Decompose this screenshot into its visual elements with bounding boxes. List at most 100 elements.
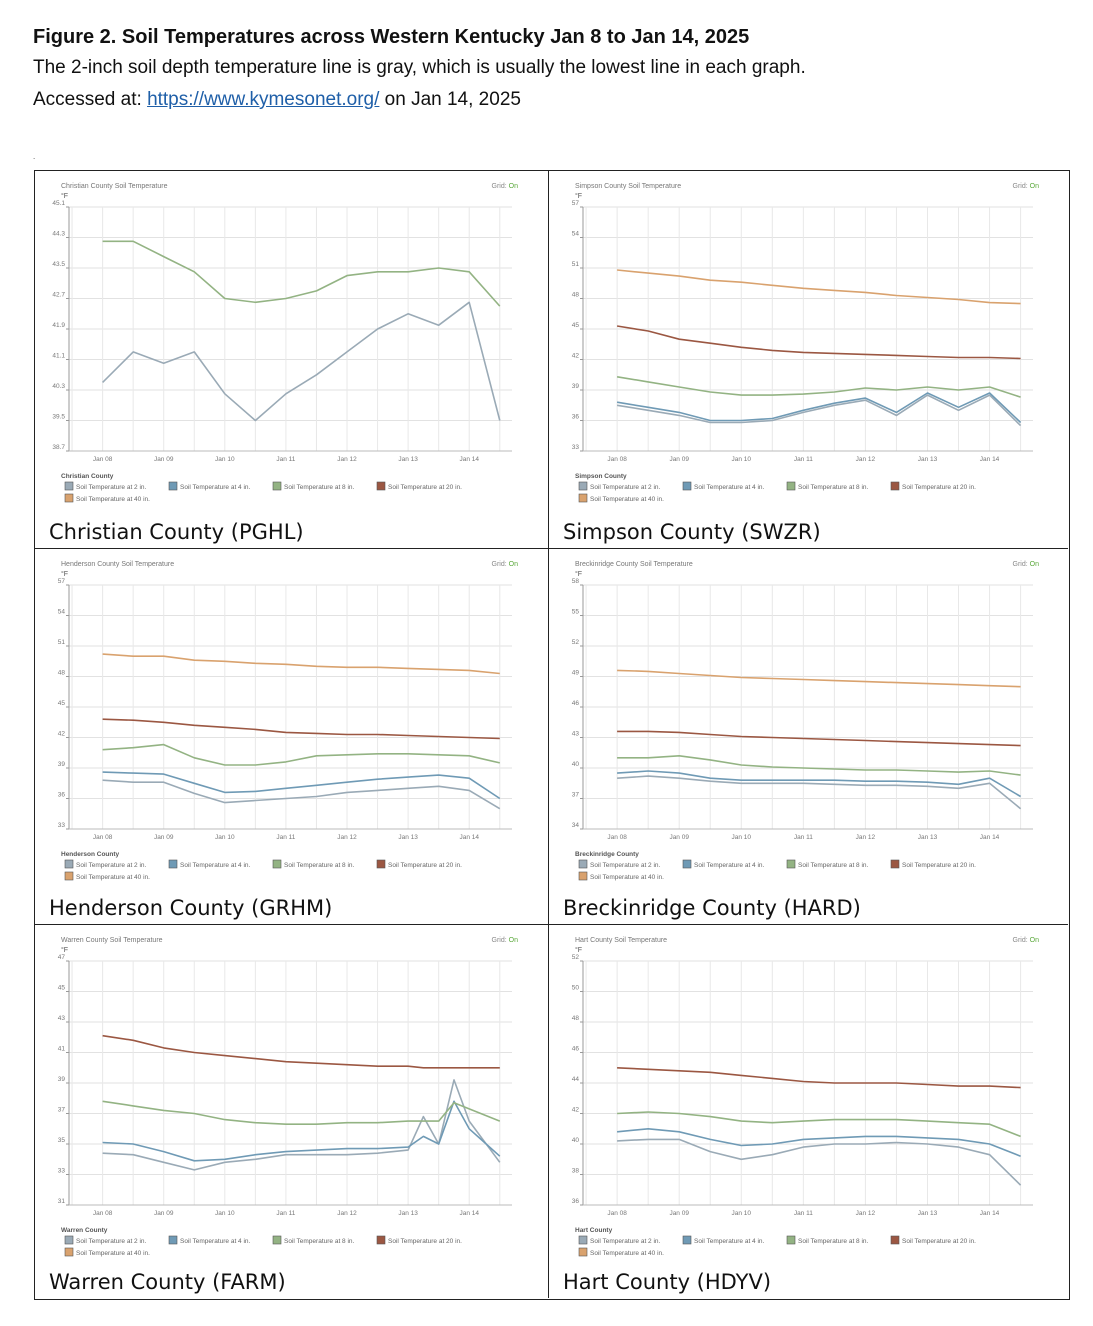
legend-swatch [64,859,74,869]
y-tick-label: 39.5 [52,414,65,421]
series-line [102,240,501,307]
x-tick-label: Jan 14 [459,834,479,841]
y-tick-label: 33 [572,444,580,451]
legend-label: Soil Temperature at 20 in. [902,862,976,869]
y-tick-label: 36 [572,1198,580,1205]
y-tick-label: 41.1 [52,353,65,360]
series-line [102,779,501,810]
legend-swatch [578,1247,588,1257]
y-tick-label: 33 [58,822,66,829]
legend-swatch [376,1235,386,1245]
y-tick-label: 45 [58,700,66,707]
y-tick-label: 49 [572,670,580,677]
unit-label: °F [575,946,582,954]
legend-swatch [890,1235,900,1245]
grid-toggle-value: On [1030,183,1039,190]
legend-label: Soil Temperature at 20 in. [902,484,976,491]
x-tick-label: Jan 12 [337,834,357,841]
chart-svg: Christian County Soil Temperature Grid: O… [52,183,519,503]
y-tick-label: 46 [572,1046,580,1053]
legend-swatch [168,859,178,869]
x-tick-label: Jan 13 [398,834,418,841]
legend-swatch [682,1235,692,1245]
series-line [616,376,1021,398]
grid-toggle: Grid: On [492,561,519,568]
x-tick-label: Jan 09 [669,1210,689,1217]
y-tick-label: 42 [572,1107,580,1114]
grid-toggle-label: Grid: [492,561,509,568]
x-tick-label: Jan 11 [794,456,813,463]
y-tick-label: 35 [58,1137,66,1144]
legend-title: Simpson County [575,473,627,480]
y-tick-label: 37 [572,792,580,799]
chart-title: Simpson County Soil Temperature [575,183,681,190]
series-line [102,301,501,422]
grid-toggle-label: Grid: [1013,561,1030,568]
legend-swatch [64,871,74,881]
series-line [617,775,1022,810]
y-tick-label: 52 [572,954,580,961]
grid-toggle-label: Grid: [492,937,509,944]
legend-label: Soil Temperature at 40 in. [76,874,150,881]
y-tick-label: 40 [572,1137,580,1144]
legend-label: Soil Temperature at 40 in. [590,874,664,881]
legend-swatch [786,859,796,869]
grid-toggle: Grid: On [1013,561,1040,568]
legend-swatch [578,493,588,503]
y-tick-label: 54 [572,231,580,238]
chart-caption: Simpson County (SWZR) [563,520,821,544]
series-line [617,1111,1021,1138]
y-tick-label: 50 [572,985,580,992]
y-tick-label: 43 [572,731,580,738]
x-tick-label: Jan 08 [607,456,627,463]
chart-panel: Hart County Soil Temperature Grid: On °F 52… [548,924,1068,1298]
series-line [102,1100,501,1162]
x-tick-label: Jan 11 [794,1210,813,1217]
legend-swatch [578,859,588,869]
y-tick-label: 41 [58,1046,66,1053]
y-tick-label: 31 [58,1198,66,1205]
legend-label: Soil Temperature at 20 in. [388,484,462,491]
legend-label: Soil Temperature at 2 in. [76,484,147,491]
chart-svg: Warren County Soil Temperature Grid: On °F… [58,937,519,1257]
grid-toggle: Grid: On [492,183,519,190]
legend-swatch [890,859,900,869]
chart-svg: Breckinridge County Soil Temperature Grid… [572,561,1040,881]
series-line [617,1067,1021,1089]
y-tick-label: 38 [572,1168,580,1175]
y-tick-label: 43.5 [52,261,65,268]
legend-swatch [376,481,386,491]
legend-swatch [376,859,386,869]
series-line [102,718,500,740]
y-tick-label: 48 [572,292,580,299]
legend-title: Warren County [61,1227,108,1234]
y-tick-label: 48 [58,670,66,677]
source-link[interactable]: https://www.kymesonet.org/ [147,89,380,110]
chart-caption: Christian County (PGHL) [49,520,304,544]
legend-label: Soil Temperature at 8 in. [798,862,869,869]
y-tick-label: 39 [572,383,580,390]
x-tick-label: Jan 13 [918,1210,938,1217]
grid-toggle: Grid: On [1013,183,1040,190]
chart-grid: Christian County Soil Temperature Grid: O… [34,170,1070,1300]
chart-panel: Breckinridge County Soil Temperature Grid… [548,548,1068,924]
grid-toggle-label: Grid: [1013,937,1030,944]
y-tick-label: 52 [572,639,580,646]
legend-label: Soil Temperature at 8 in. [284,1238,355,1245]
chart-panel: Warren County Soil Temperature Grid: On °F… [35,924,548,1298]
grid-toggle-label: Grid: [1013,183,1030,190]
y-tick-label: 39 [58,761,66,768]
legend-label: Soil Temperature at 2 in. [590,862,661,869]
grid-toggle: Grid: On [492,937,519,944]
legend-label: Soil Temperature at 4 in. [694,862,765,869]
unit-label: °F [61,570,68,578]
x-tick-label: Jan 11 [276,1210,295,1217]
legend-swatch [890,481,900,491]
legend-swatch [682,481,692,491]
x-tick-label: Jan 13 [398,456,418,463]
chart-title: Breckinridge County Soil Temperature [575,561,693,568]
x-tick-label: Jan 12 [337,456,357,463]
y-tick-label: 42 [572,353,580,360]
x-tick-label: Jan 10 [732,834,752,841]
series-line [102,771,501,800]
